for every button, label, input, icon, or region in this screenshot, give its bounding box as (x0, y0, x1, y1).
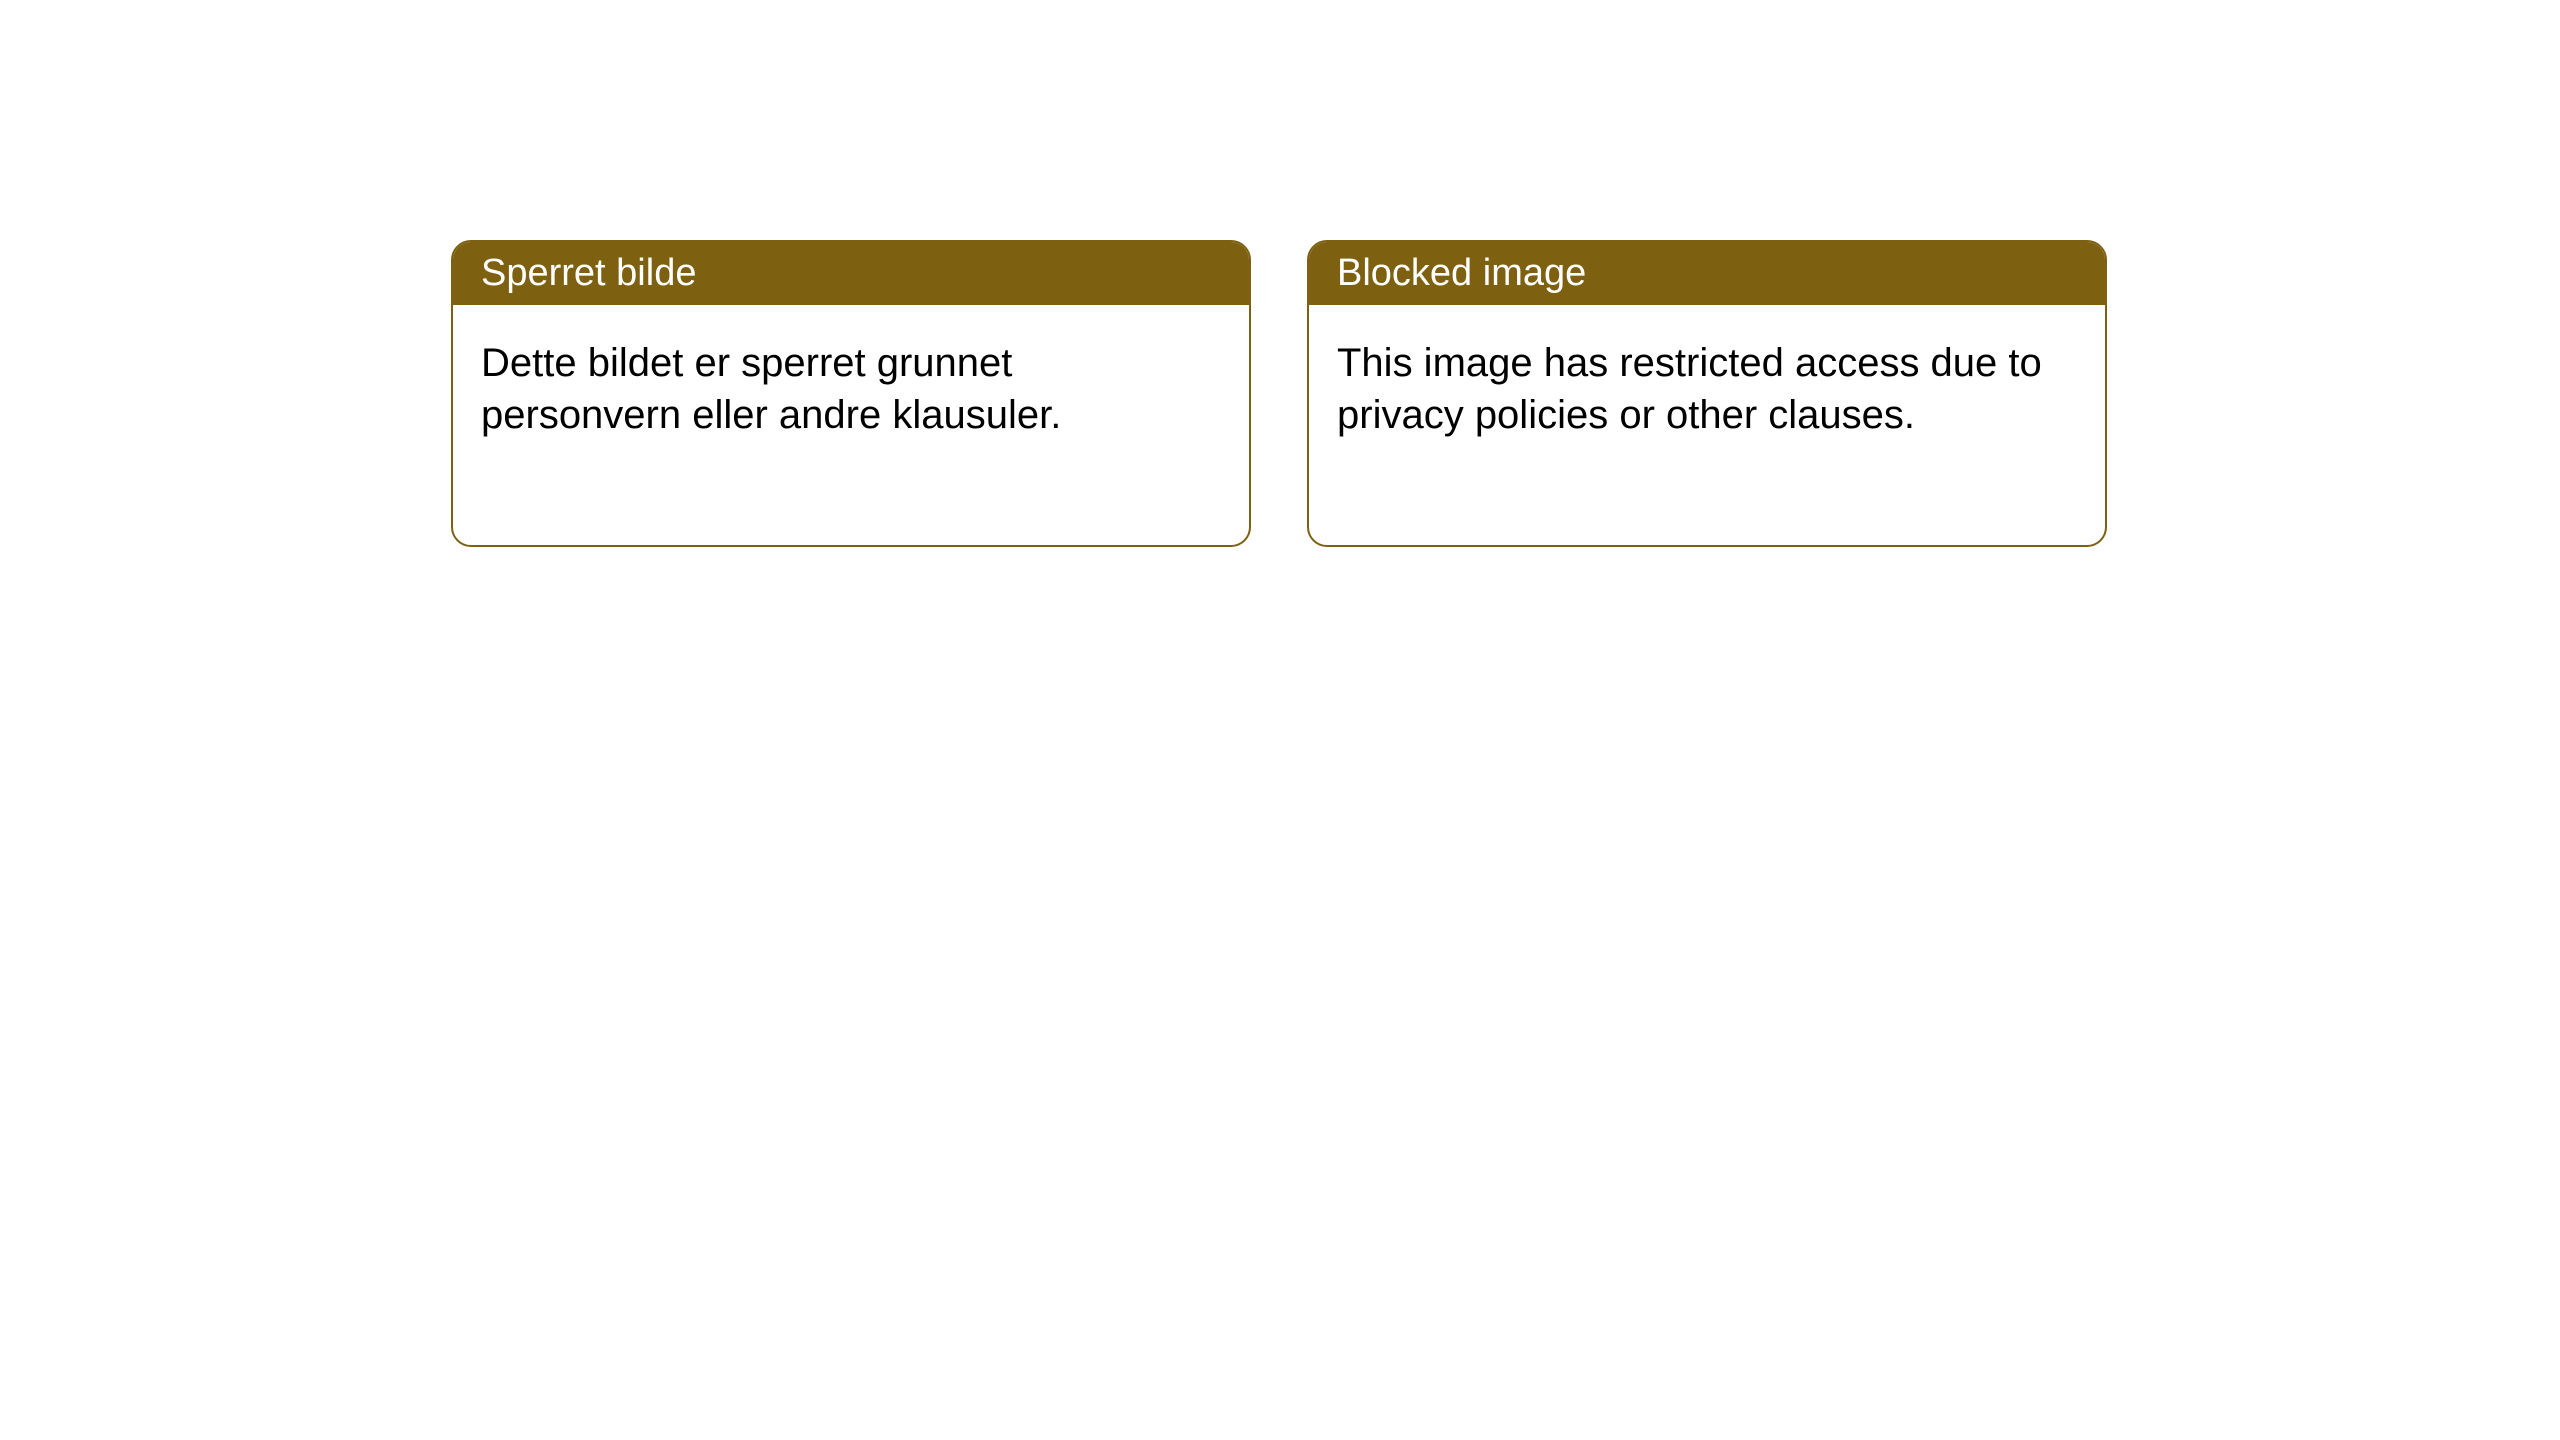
notice-box-norwegian: Sperret bilde Dette bildet er sperret gr… (451, 240, 1251, 547)
notice-box-english: Blocked image This image has restricted … (1307, 240, 2107, 547)
notice-container: Sperret bilde Dette bildet er sperret gr… (451, 240, 2107, 547)
notice-title-norwegian: Sperret bilde (453, 242, 1249, 305)
notice-body-english: This image has restricted access due to … (1309, 305, 2105, 545)
notice-title-english: Blocked image (1309, 242, 2105, 305)
notice-body-norwegian: Dette bildet er sperret grunnet personve… (453, 305, 1249, 545)
